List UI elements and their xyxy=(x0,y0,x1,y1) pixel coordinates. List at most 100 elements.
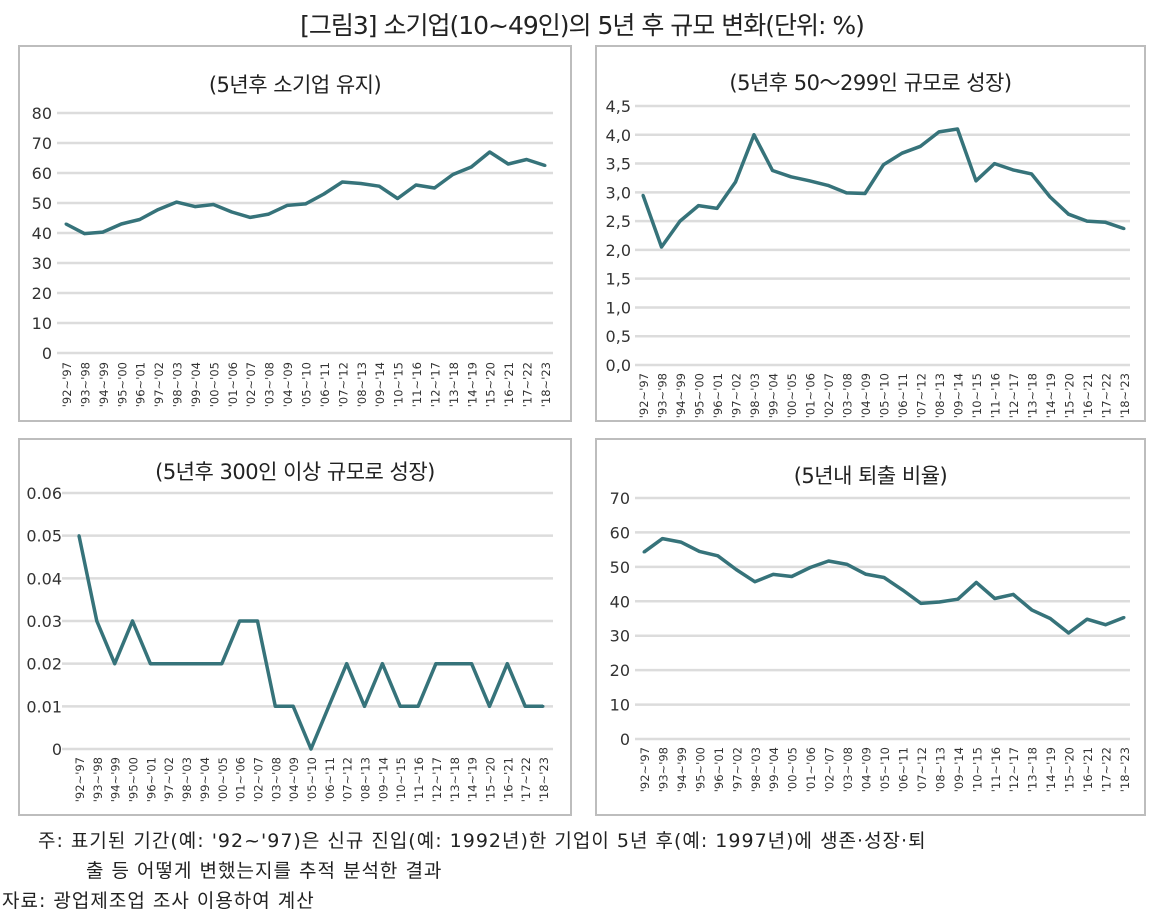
data-point xyxy=(322,192,326,196)
data-point xyxy=(487,704,491,708)
x-tick-label: '97~'02 xyxy=(152,362,166,407)
y-tick-label: 50 xyxy=(610,558,630,577)
panel-growth-300-plus: (5년후 300인 이상 규모로 성장) xyxy=(18,438,572,816)
y-tick-label: 1,0 xyxy=(606,298,631,317)
x-tick-label: '10~'15 xyxy=(970,373,984,418)
y-tick-label: 0 xyxy=(52,740,62,759)
y-tick-label: 20 xyxy=(32,284,52,303)
data-point xyxy=(956,127,959,131)
data-point xyxy=(1122,227,1126,231)
x-tick-label: '10~'15 xyxy=(394,757,408,802)
data-point xyxy=(863,191,867,195)
data-point xyxy=(956,597,960,601)
data-point xyxy=(220,662,224,666)
y-tick-label: 0 xyxy=(42,344,52,363)
x-tick-label: '99~'04 xyxy=(767,373,781,418)
data-point xyxy=(827,559,831,563)
data-point xyxy=(679,540,683,544)
data-point xyxy=(345,662,349,666)
x-tick-label: '14~'19 xyxy=(466,757,480,802)
x-tick-label: '98~'03 xyxy=(749,747,763,792)
x-tick-label: '14~'19 xyxy=(1044,373,1058,418)
x-tick-label: '16~'21 xyxy=(1081,747,1095,792)
x-tick-label: '17~'22 xyxy=(521,362,535,407)
x-tick-label: '06~'11 xyxy=(896,747,910,792)
y-tick-label: 0,5 xyxy=(606,327,631,346)
x-tick-label: '10~'15 xyxy=(970,747,984,792)
x-tick-label: '15~'20 xyxy=(1063,747,1077,792)
data-point xyxy=(82,232,86,236)
y-tick-label: 0.02 xyxy=(26,655,62,674)
data-point xyxy=(864,572,868,576)
y-tick-label: 30 xyxy=(610,627,630,646)
data-point xyxy=(734,180,737,184)
data-point xyxy=(826,183,830,187)
x-tick-label: '13~'18 xyxy=(1026,747,1040,792)
chart-title: (5년후 50～299인 규모로 성장) xyxy=(729,71,1012,95)
chart-title: (5년후 소기업 유지) xyxy=(208,73,382,97)
data-point xyxy=(660,245,663,249)
x-tick-label: '00~'05 xyxy=(786,747,800,792)
data-point xyxy=(1104,220,1107,224)
x-tick-label: '18~'23 xyxy=(539,362,553,407)
y-tick-label: 0,0 xyxy=(606,356,631,375)
data-point xyxy=(752,133,756,137)
data-point xyxy=(771,572,775,576)
data-point xyxy=(285,203,289,207)
x-tick-label: '03~'08 xyxy=(263,362,277,407)
data-point xyxy=(790,574,794,578)
x-tick-label: '04~'09 xyxy=(287,757,301,802)
data-point xyxy=(113,662,117,666)
x-tick-label: '05~'10 xyxy=(878,373,892,418)
x-tick-label: '95~'00 xyxy=(127,757,141,802)
data-point xyxy=(95,619,99,623)
data-point xyxy=(202,662,206,666)
x-tick-label: '15~'20 xyxy=(1063,373,1077,418)
data-point xyxy=(993,597,997,601)
panel-exit-rate: (5년내 퇴출 비율) xyxy=(595,438,1146,816)
x-tick-label: '18~'23 xyxy=(1118,747,1132,792)
data-point xyxy=(919,144,922,148)
data-point xyxy=(525,158,529,161)
x-tick-label: '92~'97 xyxy=(637,373,651,418)
x-tick-label: '07~'12 xyxy=(341,757,355,802)
data-point xyxy=(175,200,179,204)
data-point xyxy=(131,619,135,623)
data-point xyxy=(416,704,420,708)
data-point xyxy=(327,704,331,708)
data-point xyxy=(304,202,307,206)
x-tick-label: '12~'17 xyxy=(428,362,442,407)
data-point xyxy=(845,562,849,566)
data-point xyxy=(434,662,438,666)
x-tick-label: '01~'06 xyxy=(226,362,240,407)
y-tick-label: 10 xyxy=(32,314,52,333)
data-point xyxy=(506,162,510,166)
x-tick-label: '17~'22 xyxy=(519,757,533,802)
data-point xyxy=(1030,172,1033,176)
x-tick-label: '13~'18 xyxy=(1026,373,1040,418)
x-tick-label: '04~'09 xyxy=(281,362,295,407)
data-point xyxy=(697,204,700,208)
x-tick-label: '16~'21 xyxy=(1081,373,1095,418)
x-tick-label: '03~'08 xyxy=(269,757,283,802)
x-tick-label: '11~'16 xyxy=(410,362,424,407)
data-point xyxy=(101,230,105,234)
data-point xyxy=(238,619,242,623)
x-tick-label: '94~'99 xyxy=(675,747,689,792)
y-tick-label: 4,0 xyxy=(606,126,631,145)
x-tick-label: '98~'03 xyxy=(180,757,194,802)
data-point xyxy=(1085,219,1089,223)
note-line-2: 출 등 어떻게 변했는지를 추적 분석한 결과 xyxy=(86,860,443,882)
chart-title: (5년내 퇴출 비율) xyxy=(793,464,948,488)
x-tick-label: '13~'18 xyxy=(448,757,462,802)
data-point xyxy=(1067,631,1071,635)
x-tick-label: '12~'17 xyxy=(1007,747,1021,792)
data-point xyxy=(77,534,81,538)
x-tick-label: '05~'10 xyxy=(300,362,314,407)
x-tick-label: '14~'19 xyxy=(1044,747,1058,792)
x-tick-label: '05~'10 xyxy=(305,757,319,802)
x-tick-label: '16~'21 xyxy=(501,757,515,802)
data-point xyxy=(119,222,123,226)
panel-small-firm-retention: (5년후 소기업 유지) xyxy=(18,45,572,422)
